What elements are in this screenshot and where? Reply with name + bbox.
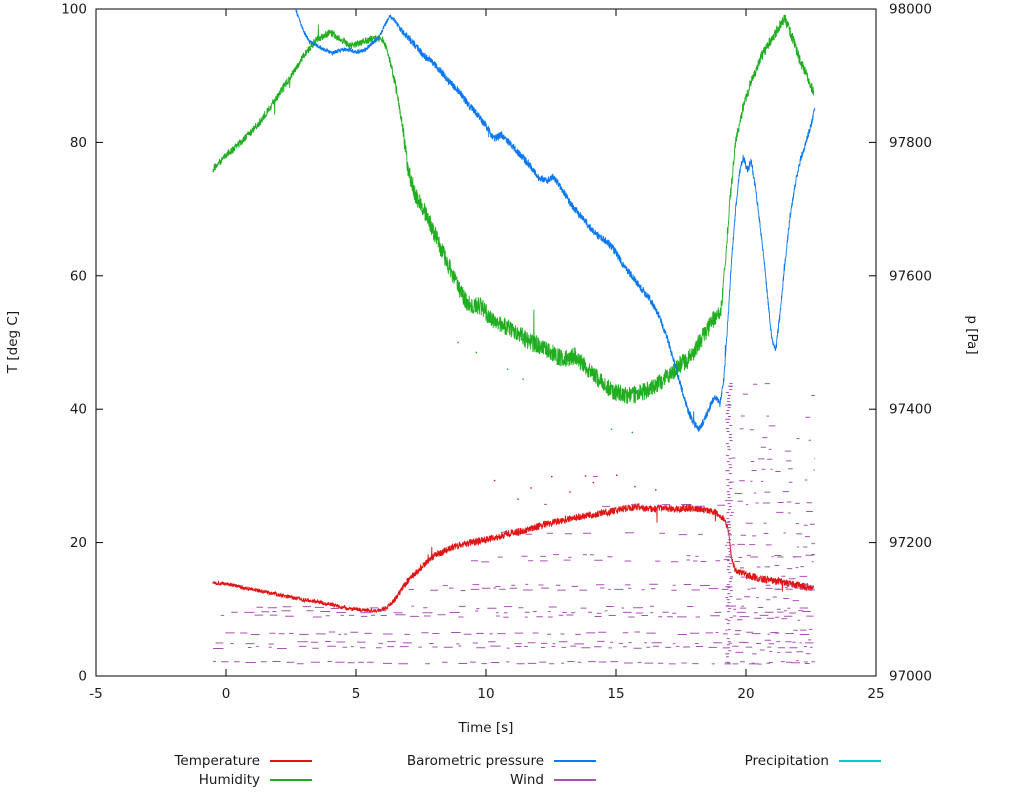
svg-text:10: 10 [477,686,494,702]
tick-labels: -5 0 5 10 15 20 250204060801009700097200974009… [61,2,932,703]
legend-line-temperature [270,760,312,762]
svg-text:-5: -5 [89,686,102,702]
plot-border [95,8,877,677]
legend-label-barometric-pressure: Barometric pressure [406,753,544,769]
svg-text:40: 40 [70,402,87,418]
svg-text:97000: 97000 [889,669,932,685]
legend-item-humidity: Humidity [199,771,312,789]
svg-text:60: 60 [70,268,87,284]
legend-label-precipitation: Precipitation [744,753,829,769]
legend-label-wind: Wind [510,772,544,788]
y-axis-label-left: T [deg C] [5,310,21,374]
legend-item-barometric-pressure: Barometric pressure [407,752,596,770]
series-group [212,9,816,665]
legend-line-humidity [270,779,312,781]
legend-line-wind [554,779,596,781]
svg-text:97200: 97200 [889,535,932,551]
legend-line-precipitation [839,760,881,762]
legend-item-wind: Wind [510,771,596,789]
series-temperature-outliers [493,474,657,500]
svg-text:20: 20 [737,686,754,702]
series-humidity-outliers [457,341,634,434]
svg-text:0: 0 [222,686,231,702]
svg-text:97600: 97600 [889,268,932,284]
legend-item-precipitation: Precipitation [745,752,881,770]
svg-text:98000: 98000 [889,2,932,18]
series-humidity [212,14,815,404]
svg-text:5: 5 [352,686,361,702]
x-axis-label: Time [s] [458,720,514,736]
svg-text:80: 80 [70,135,87,151]
legend-line-barometric-pressure [554,760,596,762]
legend-item-temperature: Temperature [174,752,312,770]
y-axis-label-right: p [Pa] [964,315,980,355]
svg-text:97400: 97400 [889,402,932,418]
svg-text:25: 25 [867,686,884,702]
svg-text:100: 100 [61,2,87,18]
svg-text:15: 15 [607,686,624,702]
svg-text:97800: 97800 [889,135,932,151]
legend-label-temperature: Temperature [174,753,260,769]
svg-text:0: 0 [78,669,87,685]
legend-label-humidity: Humidity [198,772,260,788]
series-wind [213,383,815,665]
series-barometric-pressure [295,9,816,432]
series-temperature [212,503,815,614]
axis-ticks [95,8,877,677]
svg-text:20: 20 [70,535,87,551]
